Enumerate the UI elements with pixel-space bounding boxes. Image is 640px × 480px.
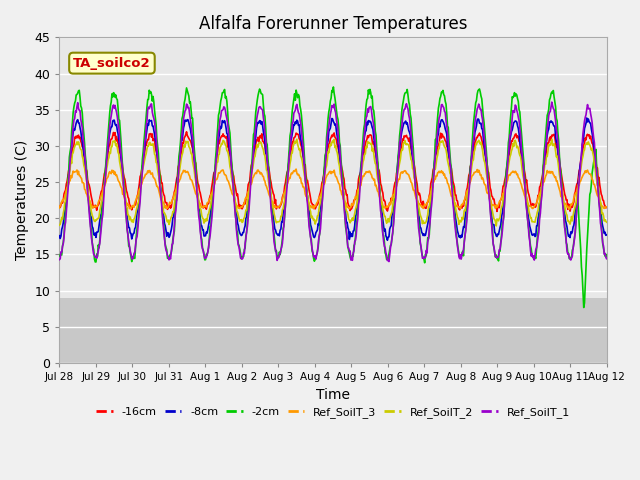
Bar [60, 298, 607, 363]
Ref_SoilT_2 [492, 223, 500, 229]
Ref_SoilT_2 [416, 212, 424, 217]
Ref_SoilT_2 [603, 219, 611, 225]
Ref_SoilT_3 [122, 200, 129, 205]
-16cm [207, 192, 215, 197]
Ref_SoilT_1 [416, 238, 424, 244]
-2cm [206, 224, 214, 229]
Y-axis label: Temperatures (C): Temperatures (C) [15, 140, 29, 260]
Ref_SoilT_3 [400, 168, 408, 174]
Ref_SoilT_3 [416, 201, 424, 207]
Ref_SoilT_2 [177, 156, 185, 161]
-8cm [416, 225, 424, 230]
-16cm [416, 193, 424, 199]
-8cm [383, 238, 391, 243]
-2cm [603, 254, 611, 260]
Title: Alfalfa Forerunner Temperatures: Alfalfa Forerunner Temperatures [199, 15, 467, 33]
Ref_SoilT_1 [206, 233, 214, 239]
-8cm [206, 214, 214, 219]
Ref_SoilT_1 [65, 168, 73, 174]
-8cm [603, 232, 611, 238]
Line: Ref_SoilT_3: Ref_SoilT_3 [60, 169, 607, 209]
-2cm [416, 240, 424, 246]
Ref_SoilT_2 [400, 140, 408, 145]
Ref_SoilT_1 [548, 99, 556, 105]
-2cm [122, 201, 129, 207]
-8cm [400, 120, 408, 125]
-16cm [122, 182, 129, 188]
-8cm [177, 138, 185, 144]
-2cm [177, 129, 185, 134]
Ref_SoilT_3 [565, 206, 573, 212]
-2cm [400, 93, 408, 99]
Line: -16cm: -16cm [60, 132, 607, 211]
Ref_SoilT_3 [65, 179, 73, 184]
Line: Ref_SoilT_1: Ref_SoilT_1 [60, 102, 607, 262]
Text: TA_soilco2: TA_soilco2 [73, 57, 151, 70]
-2cm [330, 84, 337, 90]
-2cm [580, 305, 588, 311]
Ref_SoilT_2 [122, 198, 129, 204]
-2cm [65, 155, 73, 160]
X-axis label: Time: Time [316, 388, 350, 402]
-16cm [182, 129, 190, 135]
Ref_SoilT_3 [603, 204, 611, 210]
Line: Ref_SoilT_2: Ref_SoilT_2 [60, 139, 607, 226]
Ref_SoilT_3 [177, 172, 185, 178]
-2cm [56, 253, 63, 259]
Ref_SoilT_3 [292, 166, 300, 172]
-16cm [493, 208, 501, 214]
Ref_SoilT_1 [603, 256, 611, 262]
-8cm [122, 202, 129, 208]
-16cm [603, 204, 611, 210]
Ref_SoilT_2 [65, 172, 73, 178]
Ref_SoilT_3 [206, 196, 214, 202]
Ref_SoilT_1 [56, 257, 63, 263]
-16cm [56, 204, 63, 209]
-16cm [65, 167, 73, 173]
Ref_SoilT_1 [385, 259, 393, 264]
Ref_SoilT_1 [400, 107, 408, 112]
Ref_SoilT_3 [56, 205, 63, 211]
Line: -2cm: -2cm [60, 87, 607, 308]
-8cm [583, 115, 591, 121]
-16cm [177, 151, 185, 157]
-8cm [65, 168, 73, 174]
Ref_SoilT_2 [206, 204, 214, 210]
Ref_SoilT_2 [293, 136, 301, 142]
Line: -8cm: -8cm [60, 118, 607, 240]
Ref_SoilT_1 [177, 139, 185, 144]
Ref_SoilT_2 [56, 222, 63, 228]
Ref_SoilT_1 [122, 209, 129, 215]
-8cm [56, 233, 63, 239]
Legend: -16cm, -8cm, -2cm, Ref_SoilT_3, Ref_SoilT_2, Ref_SoilT_1: -16cm, -8cm, -2cm, Ref_SoilT_3, Ref_Soil… [92, 403, 574, 422]
-16cm [400, 133, 408, 139]
